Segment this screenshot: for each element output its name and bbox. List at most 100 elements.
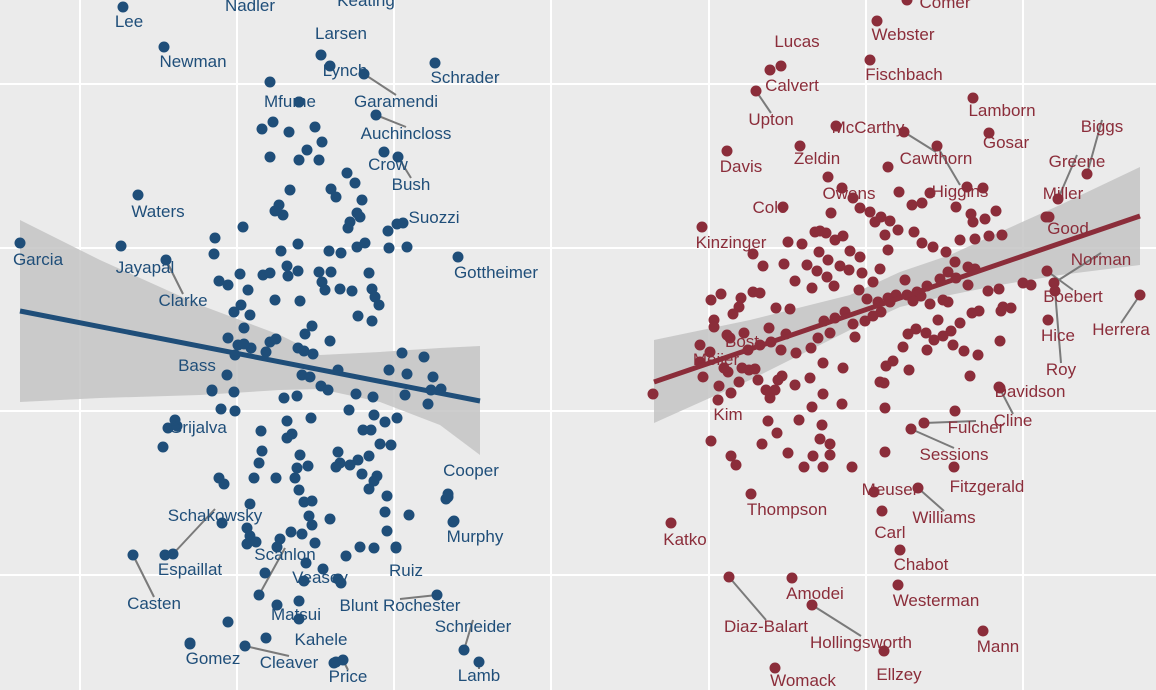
- republican-point: [882, 161, 894, 173]
- republican-point: [769, 662, 781, 674]
- member-label: Gomez: [186, 649, 241, 668]
- democrat-point: [286, 428, 298, 440]
- member-label: Miller: [1043, 184, 1084, 203]
- democrat-point: [239, 640, 251, 652]
- republican-point: [979, 213, 991, 225]
- republican-point: [876, 505, 888, 517]
- member-label: Schneider: [435, 617, 512, 636]
- republican-point: [916, 197, 928, 209]
- democrat-point: [250, 536, 262, 548]
- republican-point: [892, 224, 904, 236]
- republican-point: [861, 293, 873, 305]
- member-label: Schrader: [431, 68, 500, 87]
- democrat-point: [324, 335, 336, 347]
- republican-point: [924, 298, 936, 310]
- democrat-point: [215, 403, 227, 415]
- member-label: Mfume: [264, 92, 316, 111]
- republican-point: [949, 256, 961, 268]
- republican-point: [782, 447, 794, 459]
- democrat-point: [216, 517, 228, 529]
- republican-point: [871, 15, 883, 27]
- democrat-point: [222, 279, 234, 291]
- democrat-point: [381, 525, 393, 537]
- democrat-point: [291, 462, 303, 474]
- republican-point: [775, 60, 787, 72]
- republican-point: [966, 307, 978, 319]
- democrat-point: [363, 483, 375, 495]
- republican-point: [723, 571, 735, 583]
- republican-point: [822, 171, 834, 183]
- republican-point: [772, 374, 784, 386]
- member-label: Ruiz: [389, 561, 423, 580]
- republican-point: [770, 302, 782, 314]
- republican-point: [918, 417, 930, 429]
- republican-point: [846, 461, 858, 473]
- member-label: McCarthy: [832, 118, 905, 137]
- member-label: Suozzi: [408, 208, 459, 227]
- republican-point: [892, 579, 904, 591]
- democrat-point: [382, 225, 394, 237]
- democrat-point: [293, 595, 305, 607]
- republican-point: [859, 315, 871, 327]
- republican-point: [812, 332, 824, 344]
- republican-point: [745, 488, 757, 500]
- republican-point: [921, 344, 933, 356]
- democrat-point: [378, 146, 390, 158]
- democrat-point: [299, 328, 311, 340]
- democrat-point: [256, 123, 268, 135]
- democrat-point: [282, 270, 294, 282]
- democrat-point: [334, 283, 346, 295]
- democrat-point: [313, 154, 325, 166]
- democrat-point: [184, 637, 196, 649]
- republican-point: [775, 344, 787, 356]
- democrat-point: [403, 509, 415, 521]
- republican-point: [817, 461, 829, 473]
- republican-point: [905, 423, 917, 435]
- democrat-point: [281, 415, 293, 427]
- member-label: Lynch: [323, 61, 368, 80]
- republican-point: [824, 327, 836, 339]
- republican-fit-line: [653, 213, 1141, 385]
- democrat-point: [244, 498, 256, 510]
- democrat-point: [302, 460, 314, 472]
- republican-point: [718, 362, 730, 374]
- democrat-point: [264, 76, 276, 88]
- member-label: Davis: [720, 157, 763, 176]
- democrat-point: [209, 232, 221, 244]
- member-label: Kim: [713, 405, 742, 424]
- republican-point: [982, 285, 994, 297]
- label-connector: [903, 131, 937, 153]
- democrat-point: [317, 563, 329, 575]
- member-label: Gosar: [983, 133, 1030, 152]
- member-label: Garcia: [13, 250, 64, 269]
- democrat-point: [285, 526, 297, 538]
- label-connector: [165, 259, 184, 295]
- member-label: Kinzinger: [696, 233, 767, 252]
- democrat-point: [234, 268, 246, 280]
- democrat-point: [167, 548, 179, 560]
- member-label: Katko: [663, 530, 706, 549]
- member-label: Diaz-Balart: [724, 617, 808, 636]
- member-label: Kahele: [295, 630, 348, 649]
- democrat-point: [346, 285, 358, 297]
- democrat-point: [315, 49, 327, 61]
- republican-point: [830, 120, 842, 132]
- member-label: Davidson: [995, 382, 1066, 401]
- republican-point: [948, 461, 960, 473]
- republican-point: [931, 140, 943, 152]
- democrat-point: [429, 57, 441, 69]
- republican-point: [836, 182, 848, 194]
- member-label: Carl: [874, 523, 905, 542]
- democrat-point: [371, 470, 383, 482]
- democrat-point: [235, 299, 247, 311]
- republican-point: [916, 237, 928, 249]
- republican-point: [708, 321, 720, 333]
- label-connector: [363, 73, 397, 96]
- member-label: Mann: [977, 637, 1020, 656]
- republican-point: [854, 251, 866, 263]
- republican-point: [752, 374, 764, 386]
- member-label: Calvert: [765, 76, 819, 95]
- republican-point: [730, 459, 742, 471]
- member-label: Clarke: [158, 291, 207, 310]
